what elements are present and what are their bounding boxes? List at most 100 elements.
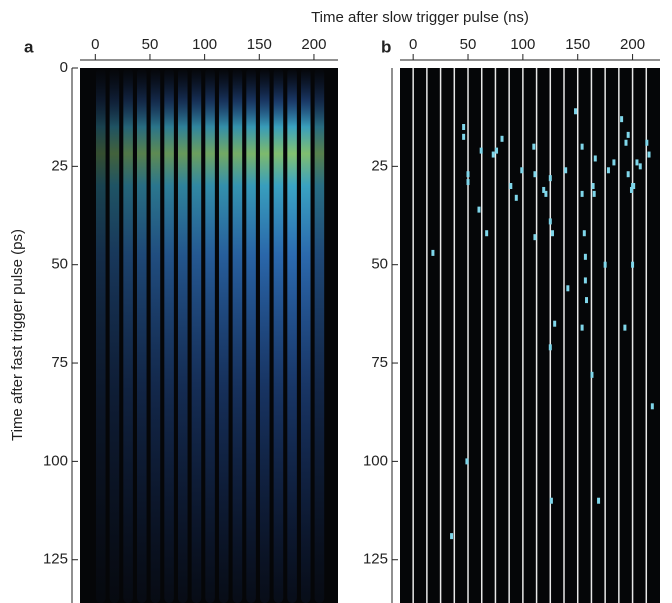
detection-point xyxy=(549,497,553,504)
x-tick-label: 0 xyxy=(91,36,99,53)
detection-point xyxy=(591,183,595,190)
detection-point xyxy=(582,230,586,237)
density-stripe xyxy=(95,68,106,603)
y-tick-label: 50 xyxy=(371,256,388,273)
detection-point xyxy=(584,297,588,304)
x-tick-label: 150 xyxy=(565,36,590,53)
panel-letter: b xyxy=(381,37,391,56)
detection-point xyxy=(450,533,454,540)
density-stripe xyxy=(246,68,256,603)
x-tick-label: 200 xyxy=(301,36,326,53)
density-stripe xyxy=(164,68,174,603)
y-tick-label: 25 xyxy=(371,157,388,174)
x-tick-label: 50 xyxy=(460,36,477,53)
detection-point xyxy=(603,261,607,268)
detection-point xyxy=(593,155,597,162)
x-tick-label: 200 xyxy=(620,36,645,53)
panel-letter: a xyxy=(24,37,34,56)
detection-point xyxy=(553,320,557,327)
density-stripe xyxy=(273,68,284,603)
detection-point xyxy=(514,194,518,201)
detection-point xyxy=(495,147,499,154)
detection-point xyxy=(491,151,495,158)
x-tick-label: 150 xyxy=(247,36,272,53)
detection-point xyxy=(631,261,635,268)
detection-point xyxy=(542,186,546,193)
detection-point xyxy=(462,124,466,131)
y-tick-label: 50 xyxy=(51,256,68,273)
density-stripe xyxy=(218,68,229,603)
detection-point xyxy=(606,167,610,174)
detection-point xyxy=(477,206,481,213)
density-stripe xyxy=(232,68,243,603)
detection-point xyxy=(590,371,594,378)
y-axis-title: Time after fast trigger pulse (ps) xyxy=(9,229,26,441)
detection-point xyxy=(612,159,616,166)
detection-point xyxy=(548,218,552,225)
x-tick-label: 50 xyxy=(142,36,159,53)
detection-point xyxy=(626,131,630,138)
detection-point xyxy=(465,458,469,465)
x-tick-label: 100 xyxy=(510,36,535,53)
detection-point xyxy=(466,179,470,186)
detection-point xyxy=(583,277,587,284)
detection-point xyxy=(548,344,552,351)
detection-point xyxy=(635,159,639,166)
y-tick-label: 100 xyxy=(363,452,388,469)
detection-point xyxy=(623,324,627,331)
detection-point xyxy=(626,171,630,178)
plot-background xyxy=(400,68,660,603)
detection-point xyxy=(650,403,654,410)
detection-point xyxy=(638,163,642,170)
detection-point xyxy=(544,190,548,197)
density-stripe xyxy=(191,68,202,603)
y-tick-label: 75 xyxy=(371,354,388,371)
detection-point xyxy=(645,139,649,146)
density-stripe xyxy=(259,68,270,603)
detection-point xyxy=(462,133,466,140)
detection-point xyxy=(533,234,537,241)
detection-point xyxy=(548,175,552,182)
x-tick-label: 0 xyxy=(409,36,417,53)
detection-point xyxy=(564,167,568,174)
detection-point xyxy=(550,230,554,237)
detection-point xyxy=(647,151,651,158)
x-axis-title: Time after slow trigger pulse (ns) xyxy=(311,9,529,26)
y-tick-label: 125 xyxy=(43,551,68,568)
density-stripe xyxy=(205,68,215,603)
detection-point xyxy=(520,167,524,174)
detection-point xyxy=(574,108,578,115)
y-tick-label: 100 xyxy=(43,452,68,469)
detection-point xyxy=(532,143,536,150)
x-tick-label: 100 xyxy=(192,36,217,53)
density-stripe xyxy=(136,68,147,603)
y-tick-label: 125 xyxy=(363,551,388,568)
detection-point xyxy=(620,116,624,123)
density-stripe xyxy=(123,68,133,603)
detection-point xyxy=(592,190,596,197)
density-stripe xyxy=(109,68,120,603)
detection-point xyxy=(632,183,636,190)
density-stripe xyxy=(300,68,311,603)
density-stripe xyxy=(314,68,325,603)
y-tick-label: 75 xyxy=(51,354,68,371)
detection-point xyxy=(509,183,513,190)
detection-point xyxy=(629,186,633,193)
density-stripe xyxy=(150,68,161,603)
detection-point xyxy=(597,497,601,504)
detection-point xyxy=(431,249,435,256)
detection-point xyxy=(533,171,537,178)
detection-point xyxy=(466,171,470,178)
density-stripe xyxy=(287,68,297,603)
y-tick-label: 0 xyxy=(60,59,68,76)
detection-point xyxy=(583,253,587,260)
detection-point xyxy=(566,285,570,292)
detection-point xyxy=(580,324,584,331)
detection-point xyxy=(479,147,483,154)
density-stripe xyxy=(177,68,188,603)
detection-point xyxy=(624,139,628,146)
detection-point xyxy=(580,190,584,197)
y-tick-label: 25 xyxy=(51,157,68,174)
detection-point xyxy=(485,230,489,237)
